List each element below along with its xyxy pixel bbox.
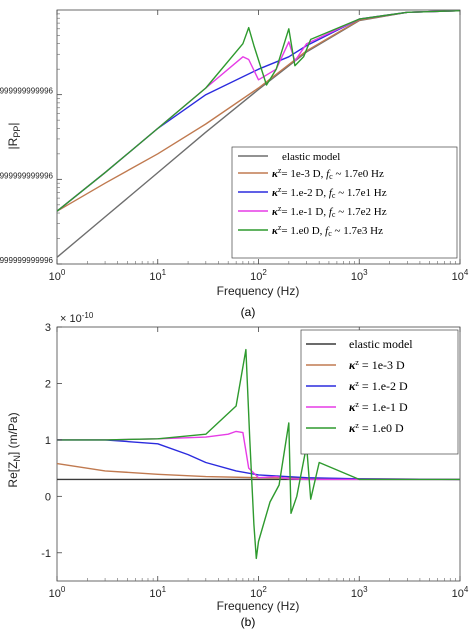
legend-a-entry-1e-3: κz= 1e-3 D, fc ~ 1.7e0 Hz xyxy=(238,166,384,181)
x-tick-label: 103 xyxy=(351,585,368,600)
panel-b-y-ticks: -1 0 1 2 3 xyxy=(41,322,62,560)
y-tick-label: 10-2.9999999999999996 xyxy=(0,256,54,271)
panel-a-xlabel: Frequency (Hz) xyxy=(217,284,300,298)
svg-text:κz= 1.e-1 D, fc ~ 1.7e2 Hz: κz= 1.e-1 D, fc ~ 1.7e2 Hz xyxy=(272,204,387,219)
y-tick-label: -1 xyxy=(41,548,51,560)
panel-b-xlabel: Frequency (Hz) xyxy=(217,599,300,613)
y-tick-label: 0 xyxy=(45,491,51,503)
panel-a-series-lines xyxy=(56,10,461,258)
panel-a-x-ticks: 100 101 102 103 104 xyxy=(49,10,469,283)
x-tick-label: 102 xyxy=(250,585,267,600)
x-tick-label: 103 xyxy=(351,268,368,283)
svg-text:elastic model: elastic model xyxy=(282,151,340,163)
panel-a-ylabel: |RPP| xyxy=(6,123,22,150)
x-tick-label: 101 xyxy=(149,585,166,600)
svg-text:κz= 1.e-2 D, fc ~ 1.7e1 Hz: κz= 1.e-2 D, fc ~ 1.7e1 Hz xyxy=(272,185,387,200)
panel-a-legend: elastic model κz= 1e-3 D, fc ~ 1.7e0 Hz … xyxy=(231,146,458,259)
legend-b-entry-1e-3: κz = 1e-3 D xyxy=(306,358,405,372)
series-line-b-2 xyxy=(57,439,461,481)
svg-text:κz = 1.e-1 D: κz = 1.e-1 D xyxy=(349,400,408,414)
panel-a-y-ticks: 10-2.9999999999999996 10-1.99999999999999… xyxy=(0,13,62,271)
panel-a-caption: (a) xyxy=(241,305,256,319)
panel-a-legend-box xyxy=(231,146,458,259)
y-tick-label: 10-0.9999999999999996 xyxy=(0,87,54,102)
legend-b-entry-elastic: elastic model xyxy=(306,337,413,351)
y-tick-label: 1 xyxy=(45,435,51,447)
x-tick-label: 101 xyxy=(149,268,166,283)
y-tick-label: 2 xyxy=(45,378,51,390)
panel-b-x-ticks: 100 101 102 103 104 xyxy=(49,327,469,600)
legend-b-entry-1e-2: κz = 1.e-2 D xyxy=(306,379,408,393)
x-tick-label: 102 xyxy=(250,268,267,283)
svg-text:κz = 1.e0 D: κz = 1.e0 D xyxy=(349,421,404,435)
panel-b-legend-box xyxy=(300,329,459,455)
legend-b-entry-1e0: κz = 1.e0 D xyxy=(306,421,404,435)
panel-b-ylabel: Re[ZN] (m/Pa) xyxy=(6,412,22,487)
x-tick-label: 100 xyxy=(49,268,66,283)
panel-b-series-lines xyxy=(56,348,461,560)
svg-text:κz = 1e-3 D: κz = 1e-3 D xyxy=(349,358,405,372)
legend-a-entry-elastic: elastic model xyxy=(238,151,340,163)
panel-b-multiplier: × 10-10 xyxy=(60,311,94,325)
svg-text:elastic model: elastic model xyxy=(349,337,413,351)
x-tick-label: 104 xyxy=(452,268,469,283)
svg-text:κz= 1e-3 D, fc ~ 1.7e0 Hz: κz= 1e-3 D, fc ~ 1.7e0 Hz xyxy=(272,166,384,181)
legend-a-entry-1e-2: κz= 1.e-2 D, fc ~ 1.7e1 Hz xyxy=(238,185,387,200)
legend-b-entry-1e-1: κz = 1.e-1 D xyxy=(306,400,408,414)
y-tick-label: 3 xyxy=(45,322,51,334)
y-tick-label: 10-1.9999999999999996 xyxy=(0,171,54,186)
svg-text:κz = 1.e-2 D: κz = 1.e-2 D xyxy=(349,379,408,393)
legend-a-entry-1e-1: κz= 1.e-1 D, fc ~ 1.7e2 Hz xyxy=(238,204,387,219)
x-tick-label: 100 xyxy=(49,585,66,600)
series-line-a-4 xyxy=(56,10,461,212)
panel-b: 100 101 102 103 104 -1 0 1 2 3 × 10-10 Frequency… xyxy=(6,311,469,629)
legend-a-entry-1e0: κz= 1.e0 D, fc ~ 1.7e3 Hz xyxy=(238,223,383,238)
panel-b-caption: (b) xyxy=(241,615,256,629)
svg-text:κz= 1.e0 D, fc ~ 1.7e3 Hz: κz= 1.e0 D, fc ~ 1.7e3 Hz xyxy=(272,223,383,238)
series-line-b-4 xyxy=(57,348,460,560)
x-tick-label: 104 xyxy=(452,585,469,600)
panel-b-legend: elastic model κz = 1e-3 D κz = 1.e-2 D κ… xyxy=(300,329,459,455)
